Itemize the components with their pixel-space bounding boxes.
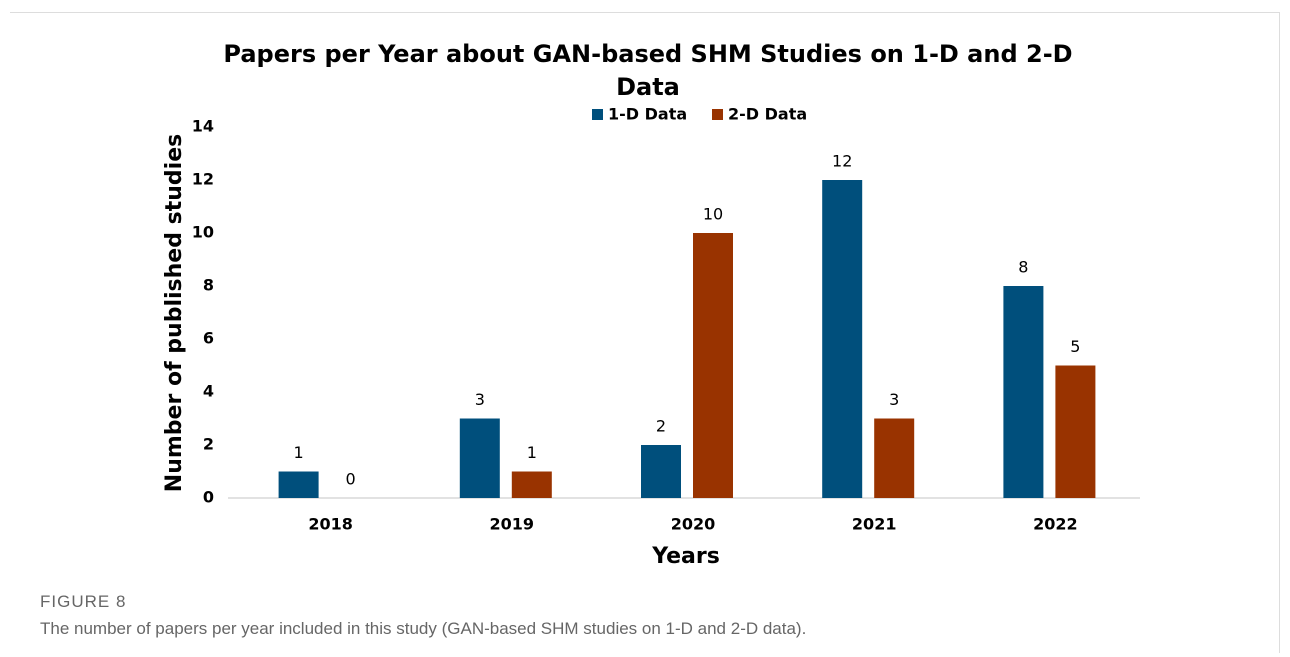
value-label: 2 xyxy=(656,417,666,436)
caption-label: FIGURE 8 xyxy=(40,592,127,611)
value-label: 1 xyxy=(527,443,537,462)
legend-swatch xyxy=(712,109,723,120)
value-label: 0 xyxy=(346,470,356,489)
chart: Papers per Year about GAN-based SHM Stud… xyxy=(162,40,1140,569)
bar xyxy=(459,418,500,498)
x-tick-label: 2022 xyxy=(1033,515,1078,534)
bar xyxy=(1055,365,1096,498)
legend-label: 2-D Data xyxy=(728,105,807,124)
bar xyxy=(278,471,319,498)
chart-title: Data xyxy=(616,73,680,101)
bar xyxy=(511,471,552,498)
y-tick-label: 2 xyxy=(203,435,214,454)
x-tick-label: 2021 xyxy=(852,515,897,534)
figure-frame xyxy=(10,12,1280,653)
value-label: 3 xyxy=(475,390,485,409)
value-label: 1 xyxy=(294,443,304,462)
y-tick-label: 10 xyxy=(192,223,214,242)
bar xyxy=(641,445,681,498)
x-tick-label: 2020 xyxy=(671,515,716,534)
value-label: 8 xyxy=(1018,258,1028,277)
y-tick-label: 6 xyxy=(203,329,214,348)
value-label: 12 xyxy=(832,152,852,171)
bar xyxy=(874,418,915,498)
y-tick-label: 8 xyxy=(203,276,214,295)
y-tick-label: 0 xyxy=(203,488,214,507)
x-tick-label: 2019 xyxy=(490,515,535,534)
value-label: 10 xyxy=(703,205,723,224)
y-tick-label: 14 xyxy=(192,117,214,136)
value-label: 3 xyxy=(889,390,899,409)
bar xyxy=(693,233,733,498)
legend-swatch xyxy=(592,109,603,120)
value-label: 5 xyxy=(1070,337,1080,356)
caption-text: The number of papers per year included i… xyxy=(40,619,807,638)
x-tick-label: 2018 xyxy=(308,515,353,534)
bar xyxy=(1003,286,1044,498)
y-tick-label: 12 xyxy=(192,170,214,189)
y-tick-label: 4 xyxy=(203,382,214,401)
chart-title: Papers per Year about GAN-based SHM Stud… xyxy=(223,40,1072,68)
x-axis-label: Years xyxy=(651,544,720,569)
bar xyxy=(822,180,863,498)
legend-label: 1-D Data xyxy=(608,105,687,124)
y-axis-label: Number of published studies xyxy=(162,134,187,492)
